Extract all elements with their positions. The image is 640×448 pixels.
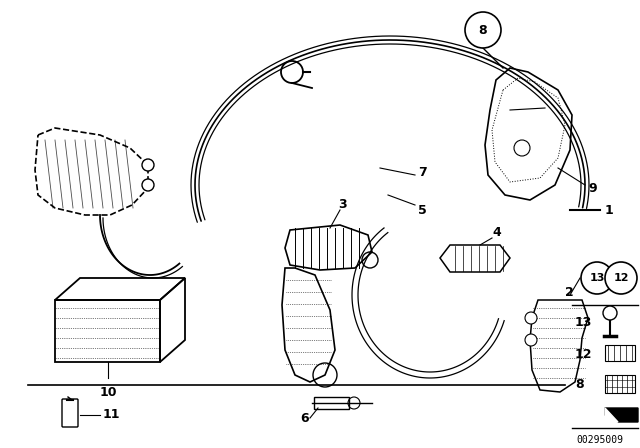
- Text: 6: 6: [300, 412, 308, 425]
- Circle shape: [525, 334, 537, 346]
- Text: 12: 12: [613, 273, 628, 283]
- Circle shape: [605, 262, 637, 294]
- Text: 3: 3: [338, 198, 347, 211]
- Text: 11: 11: [103, 409, 120, 422]
- Text: 8: 8: [479, 23, 487, 36]
- Circle shape: [142, 159, 154, 171]
- Text: 7: 7: [418, 165, 427, 178]
- Text: 1: 1: [605, 203, 614, 216]
- Text: 2: 2: [565, 285, 573, 298]
- Text: 4: 4: [492, 225, 500, 238]
- Text: 12: 12: [575, 349, 593, 362]
- Polygon shape: [605, 408, 618, 422]
- Text: 13: 13: [589, 273, 605, 283]
- Text: 10: 10: [100, 385, 118, 399]
- Text: 5: 5: [418, 203, 427, 216]
- Text: 9: 9: [588, 181, 596, 194]
- Circle shape: [525, 312, 537, 324]
- Circle shape: [465, 12, 501, 48]
- Text: 13: 13: [575, 315, 593, 328]
- Circle shape: [142, 179, 154, 191]
- Text: 00295009: 00295009: [577, 435, 623, 445]
- Circle shape: [603, 306, 617, 320]
- Text: 8: 8: [575, 379, 584, 392]
- Circle shape: [581, 262, 613, 294]
- Polygon shape: [605, 408, 638, 422]
